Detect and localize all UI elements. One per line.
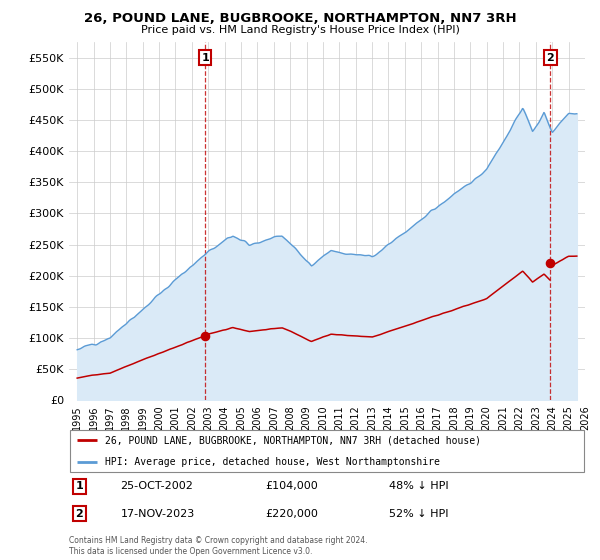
Text: 26, POUND LANE, BUGBROOKE, NORTHAMPTON, NN7 3RH (detached house): 26, POUND LANE, BUGBROOKE, NORTHAMPTON, … bbox=[105, 436, 481, 445]
FancyBboxPatch shape bbox=[70, 431, 584, 472]
Text: £104,000: £104,000 bbox=[265, 481, 318, 491]
Text: 17-NOV-2023: 17-NOV-2023 bbox=[121, 509, 195, 519]
Text: Contains HM Land Registry data © Crown copyright and database right 2024.
This d: Contains HM Land Registry data © Crown c… bbox=[69, 536, 367, 556]
Text: 25-OCT-2002: 25-OCT-2002 bbox=[121, 481, 193, 491]
Text: £220,000: £220,000 bbox=[265, 509, 318, 519]
Text: Price paid vs. HM Land Registry's House Price Index (HPI): Price paid vs. HM Land Registry's House … bbox=[140, 25, 460, 35]
Text: 1: 1 bbox=[76, 481, 83, 491]
Text: HPI: Average price, detached house, West Northamptonshire: HPI: Average price, detached house, West… bbox=[105, 458, 440, 467]
Text: 2: 2 bbox=[76, 509, 83, 519]
Text: 26, POUND LANE, BUGBROOKE, NORTHAMPTON, NN7 3RH: 26, POUND LANE, BUGBROOKE, NORTHAMPTON, … bbox=[83, 12, 517, 25]
Text: 2: 2 bbox=[547, 53, 554, 63]
Point bbox=[200, 331, 210, 340]
Text: 52% ↓ HPI: 52% ↓ HPI bbox=[389, 509, 448, 519]
Text: 48% ↓ HPI: 48% ↓ HPI bbox=[389, 481, 449, 491]
Text: 1: 1 bbox=[201, 53, 209, 63]
Point bbox=[545, 259, 555, 268]
